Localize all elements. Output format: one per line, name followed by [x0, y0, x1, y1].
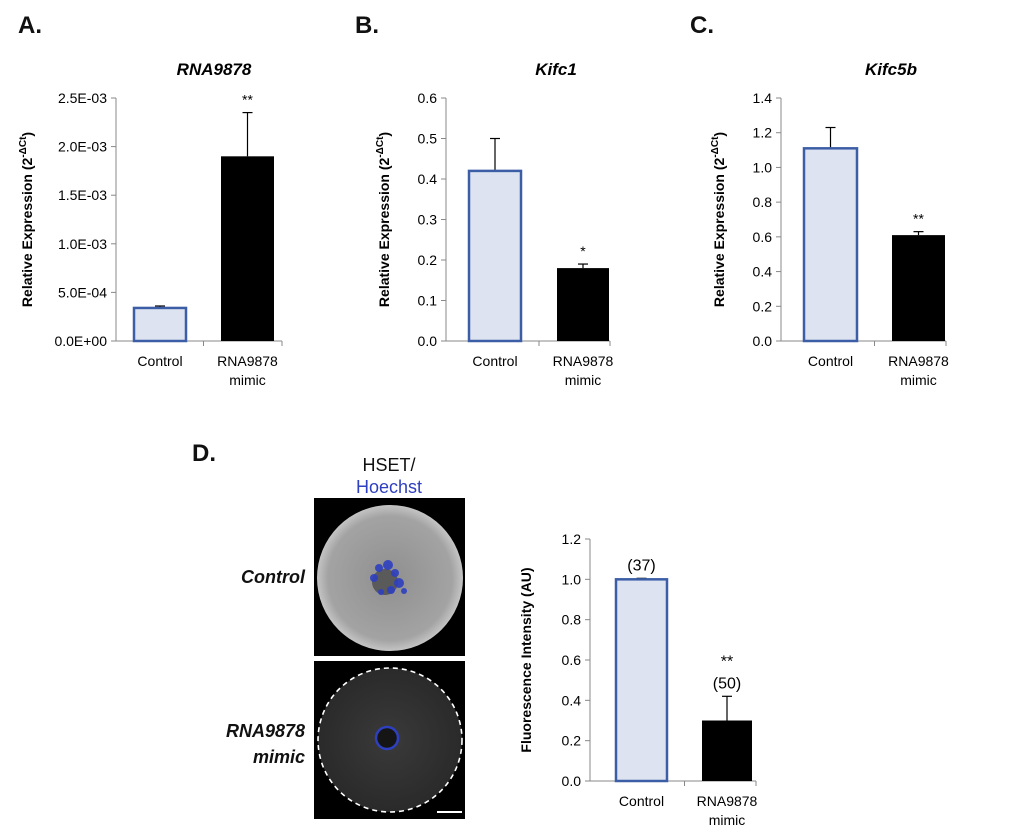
y-axis-label-sup: -ΔCt [18, 136, 29, 158]
x-category-label: RNA9878 [553, 353, 614, 369]
y-tick-label: 0.8 [753, 194, 773, 210]
x-category-label: mimic [709, 812, 746, 828]
hoechst-spot [383, 560, 393, 570]
x-category-label: Control [137, 353, 182, 369]
y-tick-label: 1.2 [562, 531, 582, 547]
chart-4: Fluorescence Intensity (AU) 0.0 0.2 0.4 0.6 0… [518, 531, 758, 828]
y-tick-label: 0.0 [562, 773, 582, 789]
bar-annotation: ** [913, 211, 924, 227]
y-tick-label: 0.4 [562, 692, 582, 708]
bar-annotation: (37) [627, 557, 655, 574]
y-axis-label-end: ) [19, 132, 35, 137]
hoechst-spot [387, 586, 395, 594]
micrograph-row-label-control: Control [241, 567, 305, 587]
chart-title: RNA9878 [177, 60, 252, 79]
y-axis-label: Relative Expression (2-ΔCt) [710, 132, 727, 307]
y-axis-label-sup: -ΔCt [710, 136, 721, 158]
hoechst-spot [370, 574, 378, 582]
chart-1: RNA9878 Relative Expression (2-ΔCt) 0.0E+0… [18, 60, 283, 388]
bar-control [614, 578, 669, 783]
x-category-label: mimic [229, 372, 266, 388]
y-axis-label-main: Relative Expression (2 [19, 157, 35, 307]
y-tick-label: 0.2 [753, 298, 773, 314]
bar-annotation: ** [242, 92, 253, 108]
y-tick-label: 0.0 [418, 333, 438, 349]
y-tick-label: 5.0E-04 [58, 284, 107, 300]
bar-control [467, 169, 523, 343]
y-tick-label: 0.0 [753, 333, 773, 349]
bar-mimic [557, 268, 609, 341]
x-category-label: RNA9878 [888, 353, 949, 369]
hoechst-spot [394, 578, 404, 588]
x-category-label: mimic [565, 372, 602, 388]
bar-control [132, 306, 188, 343]
y-tick-label: 2.0E-03 [58, 139, 107, 155]
y-axis-label-main: Relative Expression (2 [376, 157, 392, 307]
panel-letter-c: C. [690, 12, 714, 39]
bar-mimic [702, 720, 752, 781]
y-tick-label: 1.5E-03 [58, 187, 107, 203]
y-tick-label: 0.0E+00 [54, 333, 107, 349]
y-tick-label: 0.3 [418, 212, 438, 228]
y-tick-label: 0.8 [562, 612, 582, 628]
hoechst-spot [375, 564, 383, 572]
micrographs [314, 498, 465, 819]
y-axis-label-sup: -ΔCt [375, 136, 386, 158]
micrograph-header: HSET/ Hoechst [314, 454, 464, 498]
chart-3: Kifc5b Relative Expression (2-ΔCt) 0.0 0.2 0… [710, 60, 949, 388]
bar-annotation: ** [721, 653, 733, 670]
y-tick-label: 0.6 [753, 229, 773, 245]
bar-annotation: (50) [713, 675, 741, 692]
panel-letter-b: B. [355, 12, 379, 39]
y-axis-label-main: Relative Expression (2 [711, 157, 727, 307]
y-tick-label: 0.2 [562, 733, 582, 749]
y-tick-label: 2.5E-03 [58, 90, 107, 106]
x-category-label: Control [472, 353, 517, 369]
y-axis-label-end: ) [711, 132, 727, 137]
chart-title: Kifc5b [865, 60, 917, 79]
y-tick-label: 0.4 [418, 171, 438, 187]
y-tick-label: 0.6 [418, 90, 438, 106]
y-tick-label: 1.0 [753, 159, 773, 175]
panel-letter-d: D. [192, 440, 216, 467]
y-tick-label: 0.5 [418, 131, 438, 147]
bar-annotation: * [580, 243, 586, 259]
x-category-label: mimic [900, 372, 937, 388]
bar-mimic [892, 235, 945, 341]
y-tick-label: 1.0 [562, 571, 582, 587]
y-axis-label: Fluorescence Intensity (AU) [518, 567, 534, 752]
bar-control [802, 147, 859, 343]
y-axis-label: Relative Expression (2-ΔCt) [375, 132, 392, 307]
micrograph-row-label-mimic: RNA9878 mimic [200, 718, 305, 770]
micrograph-row-label-mimic-line2: mimic [252, 747, 305, 767]
micrograph-header-hoechst: Hoechst [355, 477, 423, 497]
chart-2: Kifc1 Relative Expression (2-ΔCt) 0.0 0.1 0.… [375, 60, 614, 388]
y-axis-label-end: ) [376, 132, 392, 137]
x-category-label: Control [808, 353, 853, 369]
hoechst-spot [401, 588, 407, 594]
oocyte-outline-dashed [317, 667, 463, 813]
panel-letter-a: A. [18, 12, 42, 39]
chart-title: Kifc1 [535, 60, 577, 79]
hoechst-spot [378, 589, 384, 595]
micrograph-header-hset: HSET/ [362, 455, 416, 475]
nucleus-mimic [374, 725, 400, 751]
y-axis-label: Relative Expression (2-ΔCt) [18, 132, 35, 307]
y-tick-label: 1.0E-03 [58, 236, 107, 252]
y-tick-label: 1.2 [753, 125, 773, 141]
y-tick-label: 0.1 [418, 293, 438, 309]
hoechst-spot [391, 569, 399, 577]
x-category-label: RNA9878 [697, 793, 758, 809]
bar-mimic [221, 156, 274, 341]
y-tick-label: 0.4 [753, 264, 773, 280]
x-category-label: RNA9878 [217, 353, 278, 369]
x-category-label: Control [619, 793, 664, 809]
y-tick-label: 0.6 [562, 652, 582, 668]
micrograph-row-label-mimic-line1: RNA9878 [225, 721, 305, 741]
y-tick-label: 0.2 [418, 252, 438, 268]
y-tick-label: 1.4 [753, 90, 773, 106]
